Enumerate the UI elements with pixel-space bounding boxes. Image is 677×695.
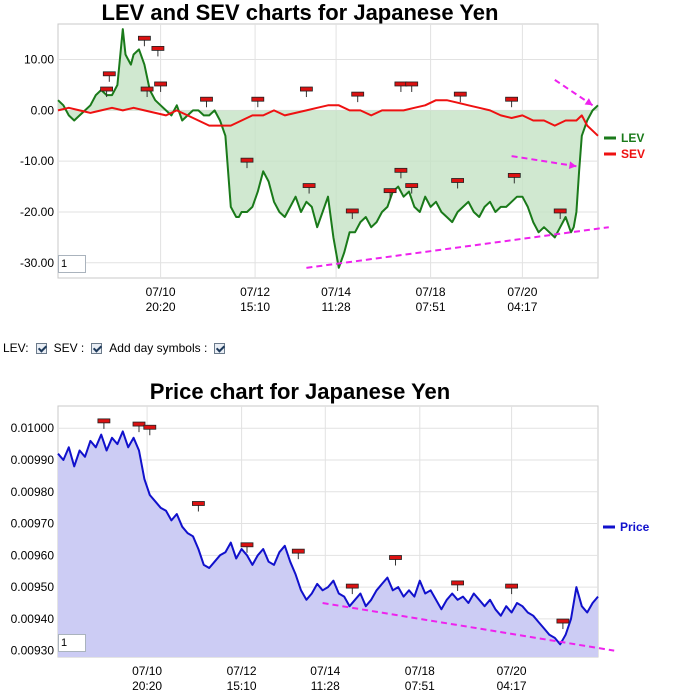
lev-toggle-label: LEV: (3, 341, 29, 355)
day-symbol-marker (553, 208, 567, 214)
series-line-lev (57, 28, 599, 269)
x-tick-time-label: 07:51 (416, 300, 446, 314)
y-tick-label: 0.00950 (11, 580, 55, 594)
day-symbol-marker (200, 96, 213, 102)
x-tick-date-label: 07/14 (321, 285, 351, 299)
x-tick-time-label: 20:20 (132, 679, 162, 693)
x-tick-date-label: 07/10 (146, 285, 176, 299)
day-symbol-marker (132, 421, 146, 427)
x-tick-time-label: 11:28 (311, 679, 340, 693)
lev-sev-chart-title: LEV and SEV charts for Japanese Yen (101, 0, 499, 25)
day-symbol-marker (302, 183, 316, 188)
y-tick-label: 0.00930 (11, 644, 55, 658)
annotation-arrow (554, 79, 594, 107)
day-symbol-marker (140, 86, 154, 92)
y-tick-label: 0.00 (31, 103, 55, 117)
day-symbol-marker (405, 183, 419, 188)
y-tick-label: 0.01000 (11, 421, 55, 435)
price-chart-svg: 0.01000 0.00990 0.00980 0.00970 0.00960 0.009… (11, 405, 650, 693)
annotation-trendline (306, 226, 609, 269)
day-symbol-marker (505, 583, 519, 589)
day-symbol-marker (191, 501, 205, 506)
y-tick-label: -10.00 (20, 154, 54, 168)
day-symbol-marker (240, 542, 254, 548)
area-fill (58, 29, 598, 268)
x-tick-time-label: 15:10 (240, 300, 270, 314)
day-symbol-marker (240, 157, 254, 163)
price-chart: Price chart for Japanese Yen 0.01000 0.00… (0, 372, 677, 695)
day-symbol-marker (505, 96, 519, 102)
day-symbol-marker (151, 46, 165, 51)
lev-zoom-input[interactable]: 1 (58, 255, 86, 273)
legend-label-sev: SEV (621, 147, 645, 161)
day-symbol-marker (345, 208, 359, 214)
x-tick-date-label: 07/18 (416, 285, 446, 299)
sev-checkbox[interactable] (91, 342, 103, 354)
x-tick-date-label: 07/10 (132, 664, 162, 678)
annotation-arrowhead (568, 161, 577, 169)
x-tick-time-label: 15:10 (227, 679, 257, 693)
y-tick-label: -20.00 (20, 205, 54, 219)
x-tick-time-label: 11:28 (322, 300, 351, 314)
x-tick-time-label: 04:17 (507, 300, 537, 314)
day-symbol-marker (143, 424, 157, 430)
legend-label-lev: LEV (621, 131, 644, 145)
y-tick-label: 0.00990 (11, 453, 55, 467)
day-symbol-marker (451, 178, 465, 183)
annotation-arrowhead (584, 98, 593, 106)
series-toggle-controls: LEV: SEV : Add day symbols : (3, 341, 228, 355)
day-symbol-marker (394, 81, 408, 87)
day-symbol-marker (102, 71, 116, 77)
day-symbol-marker (345, 583, 359, 589)
day-symbol-marker (351, 91, 365, 97)
x-tick-time-label: 04:17 (497, 679, 527, 693)
y-tick-label: 0.00960 (11, 548, 55, 562)
x-tick-date-label: 07/14 (310, 664, 340, 678)
day-symbol-marker (100, 86, 113, 92)
day-symbol-marker (251, 96, 265, 102)
day-symbol-marker (154, 81, 168, 87)
day-symbols-checkbox[interactable] (214, 342, 226, 354)
day-symbol-marker (299, 86, 313, 92)
area-fill (58, 431, 598, 657)
day-symbols-toggle-label: Add day symbols : (109, 341, 208, 355)
day-symbol-marker (383, 188, 397, 194)
legend-label-price: Price (620, 520, 650, 534)
day-symbol-marker (405, 81, 419, 87)
x-tick-time-label: 20:20 (146, 300, 176, 314)
y-tick-label: 0.00970 (11, 517, 55, 531)
lev-sev-chart: LEV and SEV charts for Japanese Yen 10.0… (0, 0, 677, 330)
x-tick-date-label: 07/12 (240, 285, 270, 299)
lev-checkbox[interactable] (35, 342, 47, 354)
day-symbol-marker (556, 618, 570, 624)
y-tick-label: -30.00 (20, 256, 54, 270)
x-tick-time-label: 07:51 (405, 679, 435, 693)
day-symbol-marker (137, 35, 151, 41)
x-tick-date-label: 07/20 (507, 285, 537, 299)
price-chart-title: Price chart for Japanese Yen (149, 379, 451, 404)
y-tick-label: 0.00940 (11, 612, 55, 626)
x-tick-date-label: 07/12 (227, 664, 257, 678)
day-symbol-marker (453, 91, 467, 97)
price-zoom-input[interactable]: 1 (58, 634, 86, 652)
y-tick-label: 0.00980 (11, 485, 55, 499)
series-line-sev (57, 99, 599, 137)
day-symbol-marker (97, 418, 111, 424)
y-tick-label: 10.00 (24, 53, 54, 67)
day-symbol-marker (394, 167, 408, 173)
day-symbol-marker (507, 172, 521, 178)
day-symbol-marker (451, 580, 465, 586)
annotation-arrow (511, 155, 577, 168)
x-tick-date-label: 07/20 (497, 664, 527, 678)
x-tick-date-label: 07/18 (405, 664, 435, 678)
day-symbol-marker (389, 555, 402, 560)
series-line-price (57, 430, 599, 646)
sev-toggle-label: SEV : (53, 341, 85, 355)
day-symbol-marker (291, 548, 305, 554)
